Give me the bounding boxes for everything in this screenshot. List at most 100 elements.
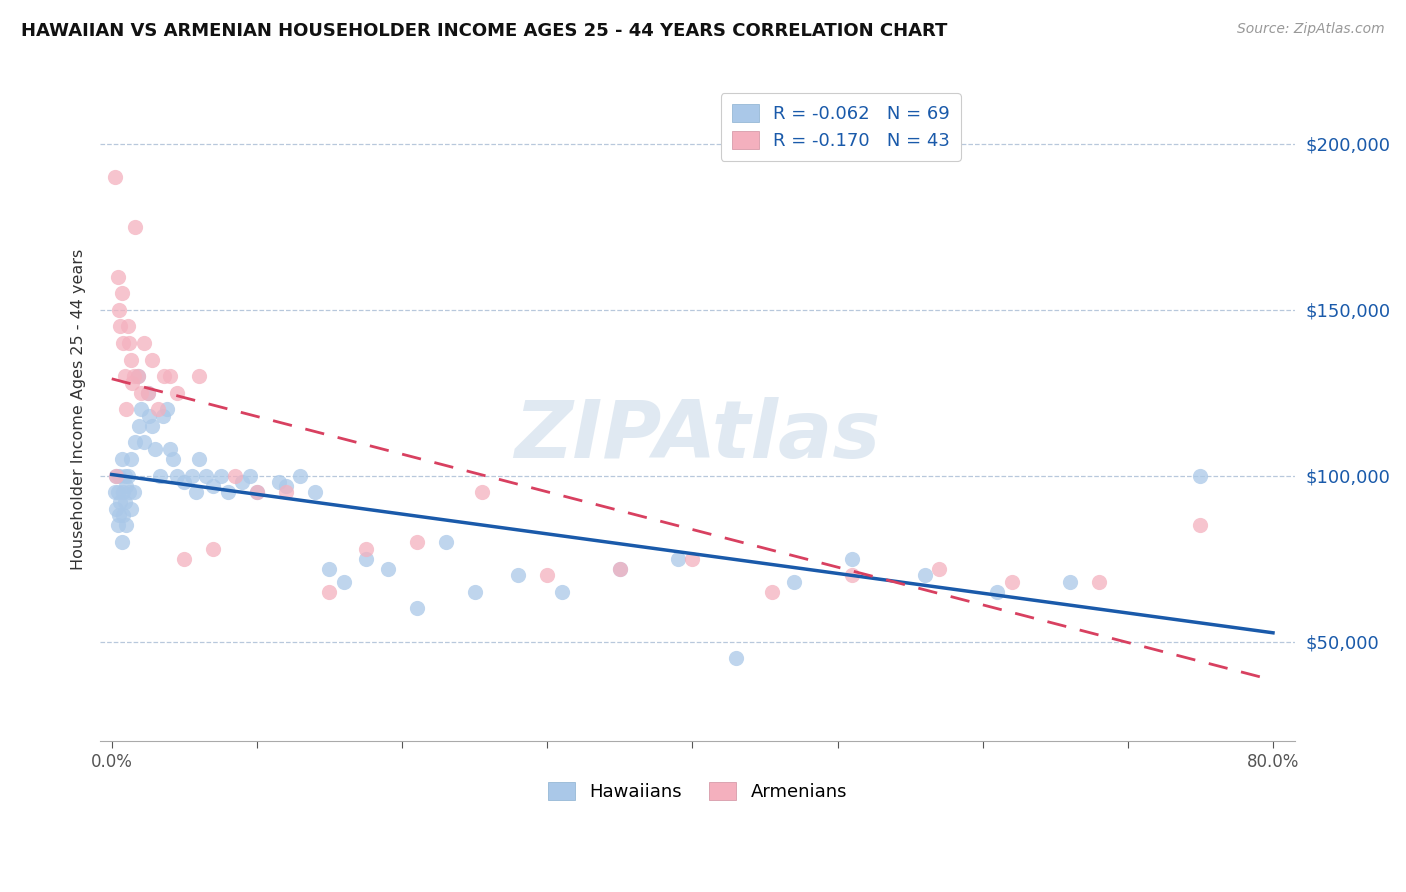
Point (118, 485, 141, 500)
Point (173, 551, 195, 566)
Point (609, 561, 631, 575)
Text: Source: ZipAtlas.com: Source: ZipAtlas.com (1237, 22, 1385, 37)
Point (1001, 574, 1024, 589)
Point (122, 485, 145, 500)
Point (666, 551, 689, 566)
Point (143, 442, 166, 457)
Point (107, 269, 129, 284)
Point (111, 535, 134, 549)
Point (132, 435, 155, 450)
Point (166, 385, 188, 400)
Point (105, 501, 128, 516)
Point (173, 475, 195, 490)
Point (783, 574, 806, 589)
Point (136, 385, 159, 400)
Point (104, 485, 127, 500)
Point (405, 535, 427, 549)
Point (104, 169, 127, 184)
Point (115, 518, 138, 533)
Point (246, 485, 269, 500)
Point (141, 418, 163, 433)
Point (274, 485, 297, 500)
Point (304, 485, 326, 500)
Point (120, 501, 142, 516)
Point (159, 442, 181, 457)
Point (536, 568, 558, 582)
Point (121, 376, 143, 390)
Point (609, 561, 631, 575)
Point (111, 286, 134, 301)
Point (115, 402, 138, 417)
Point (841, 568, 863, 582)
Point (152, 409, 174, 423)
Point (914, 568, 936, 582)
Point (209, 468, 232, 483)
Point (180, 468, 202, 483)
Point (107, 485, 129, 500)
Point (114, 369, 136, 384)
Point (111, 452, 134, 467)
Point (986, 584, 1008, 599)
Point (129, 402, 152, 417)
Point (117, 319, 139, 334)
Point (681, 551, 703, 566)
Point (108, 508, 131, 523)
Point (132, 335, 155, 350)
Point (105, 468, 128, 483)
Point (108, 468, 131, 483)
Point (112, 485, 135, 500)
Point (202, 478, 225, 492)
Point (202, 541, 225, 556)
Point (120, 352, 142, 367)
Point (267, 475, 290, 490)
Point (1059, 574, 1081, 589)
Point (318, 561, 340, 575)
Point (162, 452, 184, 467)
Point (114, 468, 136, 483)
Point (112, 508, 135, 523)
Point (333, 574, 356, 589)
Point (110, 495, 132, 509)
Point (148, 402, 170, 417)
Point (159, 369, 181, 384)
Point (153, 369, 176, 384)
Point (318, 584, 340, 599)
Point (195, 468, 218, 483)
Point (405, 601, 427, 615)
Point (107, 518, 129, 533)
Point (136, 385, 159, 400)
Point (508, 568, 530, 582)
Point (551, 584, 574, 599)
Point (290, 468, 312, 483)
Point (1189, 518, 1212, 533)
Point (149, 468, 172, 483)
Point (115, 478, 138, 492)
Point (761, 584, 783, 599)
Point (464, 584, 486, 599)
Point (110, 319, 132, 334)
Y-axis label: Householder Income Ages 25 - 44 years: Householder Income Ages 25 - 44 years (72, 249, 86, 570)
Point (166, 468, 188, 483)
Point (274, 478, 297, 492)
Point (187, 369, 209, 384)
Point (124, 219, 146, 234)
Point (156, 402, 179, 417)
Text: ZIPAtlas: ZIPAtlas (515, 397, 880, 475)
Point (239, 468, 262, 483)
Point (129, 385, 152, 400)
Point (112, 335, 135, 350)
Point (471, 485, 494, 500)
Point (354, 551, 377, 566)
Legend: Hawaiians, Armenians: Hawaiians, Armenians (537, 771, 858, 812)
Point (120, 452, 142, 467)
Point (246, 485, 269, 500)
Point (724, 651, 747, 665)
Point (1088, 574, 1111, 589)
Point (928, 561, 950, 575)
Point (117, 468, 139, 483)
Point (231, 475, 253, 490)
Point (127, 369, 149, 384)
Point (217, 485, 239, 500)
Point (377, 561, 399, 575)
Point (114, 495, 136, 509)
